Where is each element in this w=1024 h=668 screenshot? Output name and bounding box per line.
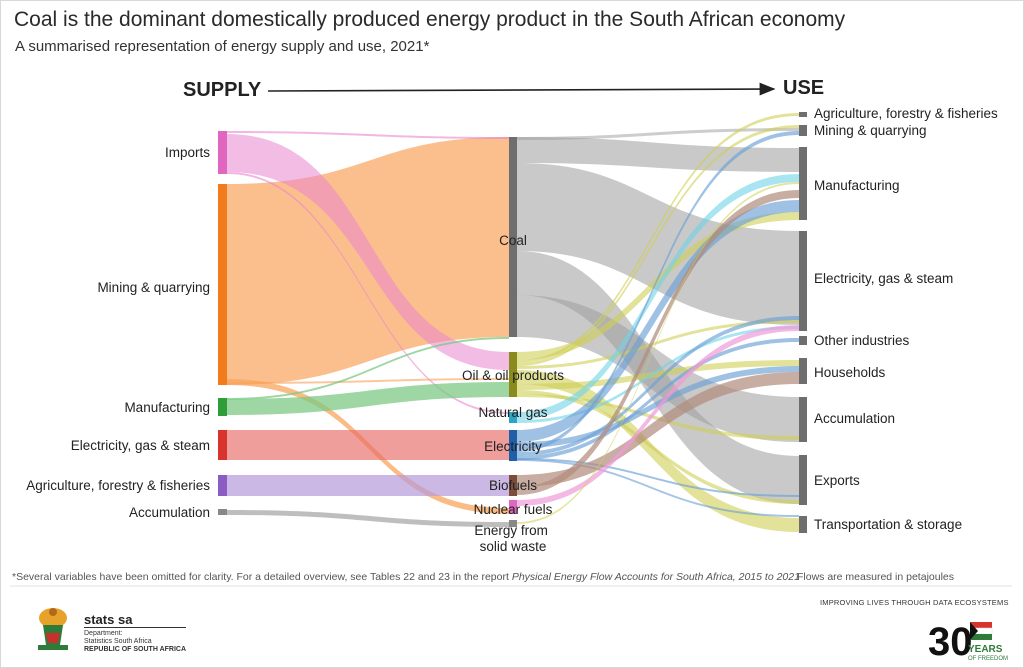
label-product-electricity: Electricity [484, 439, 542, 454]
node-bar-solid-waste [509, 520, 517, 527]
product-node-bars [509, 137, 517, 527]
logo-org-line: Statistics South Africa [84, 638, 152, 645]
label-use-households: Households [814, 365, 886, 380]
stats-sa-department: Department: Statistics South Africa REPU… [84, 630, 186, 654]
label-use-agriculture: Agriculture, forestry & fisheries [814, 106, 998, 121]
logo-country-line: REPUBLIC OF SOUTH AFRICA [84, 646, 187, 653]
label-product-solid-waste-line2: solid waste [480, 539, 547, 554]
tagline: IMPROVING LIVES THROUGH DATA ECOSYSTEMS [820, 598, 1009, 607]
node-bar-imports [218, 131, 227, 174]
flow-agriculture-to-biofuels [227, 475, 509, 496]
node-bar-use-transport [799, 516, 807, 533]
page-title: Coal is the dominant domestically produc… [14, 8, 846, 31]
supply-labels: Imports Mining & quarrying Manufacturing… [26, 145, 210, 520]
thirty-years-badge: 30 YEARS OF FREEDOM [928, 620, 1008, 664]
badge-years: YEARS [968, 644, 1003, 655]
label-supply-agriculture: Agriculture, forestry & fisheries [26, 478, 210, 493]
flow-manufacturing-to-oil [227, 382, 509, 415]
page-subtitle: A summarised representation of energy su… [15, 38, 430, 55]
supply-node-bars [218, 131, 227, 515]
coat-of-arms-logo [38, 608, 68, 650]
node-bar-use-accumulation [799, 397, 807, 442]
label-product-biofuels: Biofuels [489, 478, 537, 493]
node-bar-use-households [799, 358, 807, 384]
flows-unit-note: Flows are measured in petajoules [797, 571, 954, 583]
flow-mining-to-oil [227, 378, 509, 384]
node-bar-electricity-product [509, 430, 517, 461]
flow-imports-to-coal [227, 131, 509, 139]
node-bar-manufacturing [218, 398, 227, 416]
node-bar-electricity [218, 430, 227, 460]
node-bar-use-other [799, 336, 807, 345]
footnote: *Several variables have been omitted for… [12, 571, 800, 583]
label-supply-mining: Mining & quarrying [97, 280, 210, 295]
supply-flows [227, 131, 509, 527]
node-bar-nuclear [509, 500, 517, 514]
label-use-exports: Exports [814, 473, 860, 488]
label-supply-electricity: Electricity, gas & steam [71, 438, 210, 453]
footnote-prefix: *Several variables have been omitted for… [12, 571, 512, 583]
flow-electricity-to-electricity [227, 430, 509, 460]
label-product-coal: Coal [499, 233, 527, 248]
use-node-bars [799, 112, 807, 533]
label-use-transport: Transportation & storage [814, 517, 962, 532]
label-use-accumulation: Accumulation [814, 411, 895, 426]
label-use-manufacturing: Manufacturing [814, 178, 900, 193]
badge-number: 30 [928, 620, 973, 664]
node-bar-biofuels [509, 475, 517, 496]
node-bar-agriculture [218, 475, 227, 496]
node-bar-use-manufacturing [799, 147, 807, 220]
use-flows [517, 113, 799, 532]
stats-sa-wordmark: stats sa [84, 612, 133, 627]
label-use-electricity: Electricity, gas & steam [814, 271, 953, 286]
logo-rule [84, 627, 186, 628]
supply-heading: SUPPLY [183, 79, 262, 101]
use-heading: USE [783, 77, 825, 99]
node-bar-accumulation [218, 509, 227, 515]
flow-direction-arrow [267, 82, 776, 96]
node-bar-natural-gas [509, 412, 517, 423]
label-supply-manufacturing: Manufacturing [124, 400, 210, 415]
label-product-solid-waste-line1: Energy from [474, 523, 548, 538]
label-product-nuclear: Nuclear fuels [474, 502, 553, 517]
product-labels: Coal Oil & oil products Natural gas Elec… [462, 233, 564, 554]
node-bar-coal [509, 137, 517, 337]
flow-accumulation-to-waste [227, 510, 509, 527]
label-supply-imports: Imports [165, 145, 210, 160]
logo-dept-line: Department: [84, 630, 123, 637]
label-use-other: Other industries [814, 333, 910, 348]
label-product-oil: Oil & oil products [462, 368, 564, 383]
use-labels: Agriculture, forestry & fisheries Mining… [814, 106, 998, 532]
node-bar-oil [509, 352, 517, 397]
footnote-report-title: Physical Energy Flow Accounts for South … [511, 571, 800, 583]
label-supply-accumulation: Accumulation [129, 505, 210, 520]
label-product-solid-waste: Energy from solid waste [474, 523, 551, 554]
label-product-natural-gas: Natural gas [478, 405, 547, 420]
node-bar-use-mining [799, 125, 807, 136]
node-bar-use-exports [799, 455, 807, 505]
node-bar-use-electricity [799, 231, 807, 331]
label-use-mining: Mining & quarrying [814, 123, 927, 138]
flow-imports-to-oil [227, 134, 509, 370]
node-bar-use-agriculture [799, 112, 807, 117]
badge-freedom: OF FREEDOM [968, 656, 1008, 662]
node-bar-mining [218, 184, 227, 385]
